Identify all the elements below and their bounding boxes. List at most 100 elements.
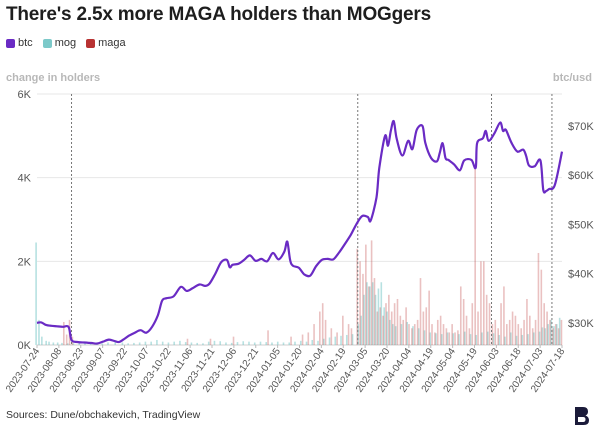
mog-bar [78, 342, 81, 345]
mog-bar [544, 328, 547, 345]
legend-swatch-maga [86, 38, 96, 48]
mog-bar [299, 340, 302, 345]
maga-bar [457, 330, 459, 345]
maga-bar [419, 278, 422, 345]
legend: btc mog maga [6, 36, 126, 50]
mog-bar [440, 334, 443, 345]
maga-bar [454, 332, 456, 345]
maga-bar [399, 315, 402, 345]
maga-bar [491, 324, 494, 345]
mog-bar [196, 342, 198, 345]
maga-bar [425, 307, 428, 345]
bitwise-logo-icon [575, 407, 589, 425]
maga-bar [411, 328, 413, 345]
left-axis-title: change in holders [6, 72, 101, 84]
mog-bar [288, 342, 291, 345]
maga-bar [488, 303, 491, 345]
maga-bar [422, 311, 425, 345]
maga-bar [514, 315, 517, 345]
mog-bar [156, 339, 158, 345]
mog-bar [423, 330, 426, 345]
mog-bar [52, 342, 55, 345]
mog-bar [406, 321, 408, 345]
mog-bar [547, 324, 549, 345]
maga-bar [462, 298, 465, 345]
mog-bar [429, 332, 432, 345]
mog-bar [555, 324, 558, 345]
maga-bar [520, 328, 522, 345]
mog-bar [48, 341, 50, 345]
maga-bar [442, 324, 445, 345]
legend-item-btc[interactable]: btc [6, 37, 33, 49]
mog-bar [35, 242, 37, 345]
maga-bar [319, 311, 321, 345]
left-tick-label: 6K [18, 89, 32, 101]
mog-bar [435, 333, 437, 345]
maga-bar [436, 319, 439, 345]
legend-item-maga[interactable]: maga [86, 37, 126, 49]
mog-bar [515, 335, 518, 345]
legend-swatch-btc [6, 38, 15, 48]
mog-bar [213, 340, 216, 345]
right-tick-label: $60K [568, 170, 594, 182]
mog-bar [380, 282, 383, 345]
maga-bar [523, 319, 525, 345]
mog-bar [383, 307, 385, 345]
maga-bar [552, 328, 554, 345]
mog-bar [558, 317, 561, 345]
legend-item-mog[interactable]: mog [42, 37, 76, 49]
maga-bar [500, 303, 502, 345]
maga-bar [554, 324, 557, 345]
mog-bar [394, 326, 397, 345]
mog-bar [161, 341, 164, 345]
legend-swatch-mog [42, 38, 52, 48]
mog-bar [504, 336, 506, 345]
mog-bar [38, 319, 40, 345]
mog-bar [486, 331, 489, 345]
mog-bar [173, 341, 175, 345]
maga-bar [439, 315, 442, 345]
mog-bar [368, 286, 371, 345]
maga-bar [393, 303, 396, 345]
maga-bar [506, 324, 508, 345]
maga-bar [434, 332, 436, 345]
maga-bar [359, 261, 361, 345]
mog-bar [481, 332, 483, 345]
right-tick-label: $50K [568, 219, 594, 231]
mog-bar [322, 338, 325, 345]
maga-bar [428, 290, 430, 345]
maga-bar [65, 334, 68, 345]
mog-bar [553, 326, 555, 345]
maga-bar [396, 298, 399, 345]
maga-bar [356, 248, 359, 345]
maga-bar [209, 338, 212, 345]
mog-bar [150, 341, 152, 345]
mog-bar [334, 336, 337, 345]
mog-bar [207, 341, 210, 345]
mog-bar [374, 294, 377, 345]
maga-bar [471, 303, 474, 345]
maga-bar [531, 328, 534, 345]
mog-bar [371, 282, 374, 345]
mog-bar [412, 326, 414, 345]
mog-bar [458, 334, 460, 345]
mog-bar [446, 332, 449, 345]
maga-bar [413, 324, 416, 345]
mog-bar [282, 342, 285, 345]
btc-line [36, 119, 564, 345]
mog-bar [190, 342, 193, 345]
maga-bar [362, 273, 364, 345]
mog-bar [202, 343, 204, 345]
maga-bar [482, 261, 485, 345]
maga-bar [465, 315, 468, 345]
mog-bar [366, 282, 368, 345]
mog-bar [265, 342, 268, 345]
mog-bar [541, 327, 544, 345]
maga-bar [451, 324, 453, 345]
maga-bar [543, 303, 546, 345]
mog-bar [89, 343, 92, 345]
mog-bar [305, 341, 308, 345]
mog-bar [121, 342, 124, 345]
maga-bar [477, 311, 479, 345]
mog-bar [492, 333, 495, 345]
